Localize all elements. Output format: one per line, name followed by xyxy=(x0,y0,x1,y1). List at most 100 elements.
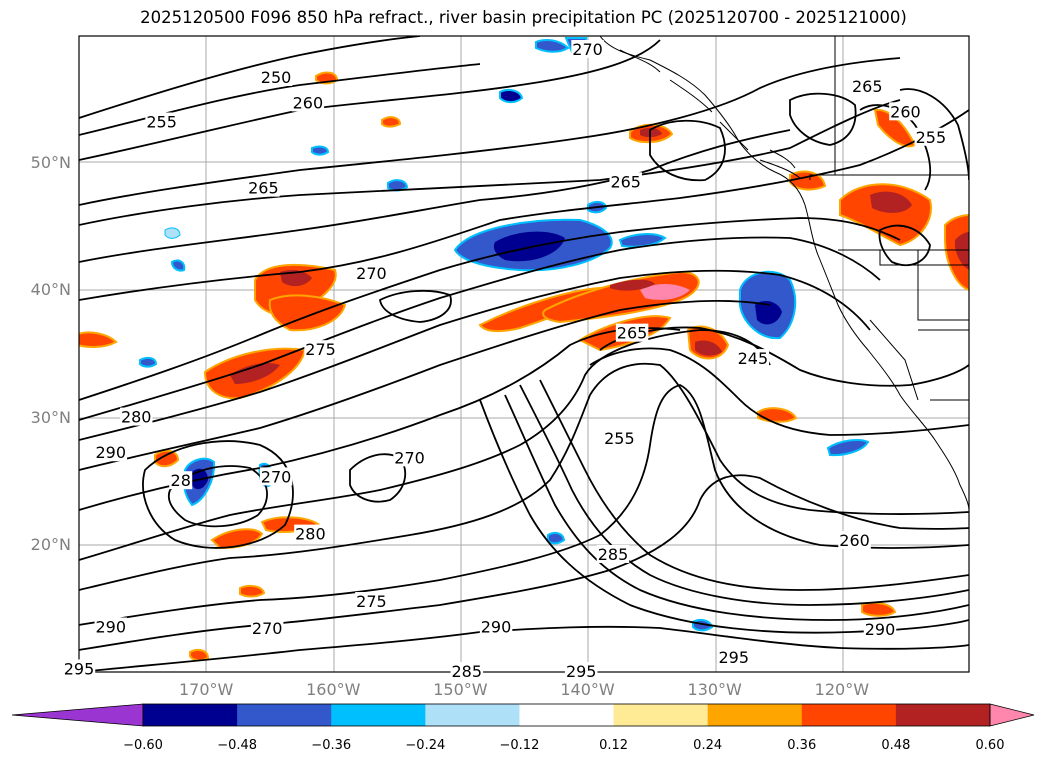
colorbar-segment xyxy=(425,704,520,726)
colorbar-tick-label: 0.24 xyxy=(693,738,723,753)
longitude-label: 140°W xyxy=(560,680,615,699)
contour-label: 270 xyxy=(394,448,425,467)
colorbar-extend-high xyxy=(989,703,1035,727)
contour-label-bg xyxy=(603,429,636,448)
contour-label: 260 xyxy=(293,93,324,112)
colorbar-segment xyxy=(707,704,803,726)
contour-label: 270 xyxy=(261,467,292,486)
contour-label: 295 xyxy=(719,648,750,667)
contour-label-bg xyxy=(851,76,884,95)
contour-label-bg xyxy=(304,340,337,359)
contour-label: 260 xyxy=(839,531,870,550)
contour-label-bg xyxy=(294,524,327,543)
map-panel xyxy=(79,36,969,672)
positive-precip-anomalies xyxy=(79,71,969,662)
colorbar-extend-low xyxy=(11,703,144,727)
longitude-label: 150°W xyxy=(433,680,488,699)
contour-label: 280 xyxy=(121,408,152,427)
contour-label: 265 xyxy=(852,77,883,96)
contour-label: 275 xyxy=(356,592,387,611)
latitude-label: 50°N xyxy=(30,153,71,173)
latitude-label: 20°N xyxy=(30,534,71,554)
colorbar-tick-label: −0.24 xyxy=(405,738,446,753)
colorbar-tick-label: 0.60 xyxy=(975,738,1005,753)
colorbar-tick-label: −0.60 xyxy=(123,738,163,753)
colorbar-segment xyxy=(895,704,991,726)
longitude-label: 170°W xyxy=(178,680,234,699)
contour-label: 270 xyxy=(356,264,387,283)
colorbar-segment xyxy=(143,704,238,726)
contour-label-bg xyxy=(717,648,751,667)
contour-label: 28 xyxy=(171,471,191,490)
contour-label-bg xyxy=(355,592,388,611)
contour-label: 285 xyxy=(598,545,629,564)
contour-label-bg xyxy=(889,102,922,121)
contour-label-bg xyxy=(94,443,128,462)
longitude-label: 130°W xyxy=(687,680,742,699)
contour-label-bg xyxy=(250,618,284,637)
contour-label-bg xyxy=(571,39,604,58)
colorbar-segment xyxy=(331,704,426,726)
colorbar-tick-label: 0.48 xyxy=(881,738,911,753)
contour-label-bg xyxy=(479,617,513,636)
contour-label-bg xyxy=(291,93,325,112)
contour-label-bg xyxy=(564,662,598,680)
figure-title: 2025120500 F096 850 hPa refract., river … xyxy=(140,8,907,27)
contour-label-bg xyxy=(119,407,153,426)
colorbar-tick-label: −0.48 xyxy=(217,738,258,753)
colorbar-segment xyxy=(237,704,332,726)
colorbar-tick-label: −0.36 xyxy=(311,738,352,753)
contour-label-bg xyxy=(914,127,948,146)
contour-label-bg xyxy=(863,620,897,639)
contour-label-bg xyxy=(609,172,642,191)
contour-label-bg xyxy=(596,544,630,563)
contour-label: 265 xyxy=(248,179,279,198)
contour-label-bg xyxy=(259,67,293,86)
contour-label-bg xyxy=(838,530,871,549)
colorbar xyxy=(11,703,1035,727)
contour-label-bg xyxy=(615,323,649,342)
contour-label: 255 xyxy=(146,112,177,131)
colorbar-tick-label: −0.12 xyxy=(499,738,540,753)
contour-label-bg xyxy=(62,659,96,678)
contour-label: 265 xyxy=(617,324,648,343)
colorbar-segment xyxy=(613,704,709,726)
contour-label: 290 xyxy=(481,617,512,636)
contour-label-layer: 2502602552652702652602552652702752652452… xyxy=(62,39,948,681)
colorbar-segment xyxy=(519,704,615,726)
contour-label: 290 xyxy=(96,617,127,636)
contour-label: 245 xyxy=(738,349,769,368)
contour-label: 270 xyxy=(572,40,603,59)
contour-label: 250 xyxy=(261,68,292,87)
contour-label: 275 xyxy=(305,340,336,359)
contour-label-bg xyxy=(450,662,484,680)
colorbar-tick-label: 0.12 xyxy=(599,738,629,753)
contour-label: 255 xyxy=(916,128,947,147)
contour-label: 290 xyxy=(865,620,896,639)
contour-label-bg xyxy=(355,263,388,282)
contour-label: 280 xyxy=(295,525,326,544)
contour-label-bg xyxy=(94,617,128,636)
longitude-label: 160°W xyxy=(306,680,361,699)
colorbar-segment xyxy=(801,704,897,726)
contour-label: 295 xyxy=(566,662,597,681)
coastlines xyxy=(599,36,969,511)
contour-label: 265 xyxy=(610,172,641,191)
refractivity-contours xyxy=(79,36,969,672)
contour-label-bg xyxy=(393,448,426,467)
contour-label: 255 xyxy=(604,429,635,448)
colorbar-tick-label: 0.36 xyxy=(787,738,817,753)
contour-label: 270 xyxy=(252,619,283,638)
contour-label-bg xyxy=(145,112,178,131)
contour-label: 285 xyxy=(452,662,483,681)
contour-label-bg xyxy=(247,178,280,197)
latitude-label: 30°N xyxy=(30,407,71,427)
contour-label-bg xyxy=(169,471,193,490)
contour-label-bg xyxy=(259,467,293,486)
map-frame xyxy=(78,35,970,673)
latitude-label: 40°N xyxy=(30,280,71,300)
longitude-label: 120°W xyxy=(814,680,870,699)
contour-label: 260 xyxy=(890,102,921,121)
contour-label-bg xyxy=(736,349,770,368)
